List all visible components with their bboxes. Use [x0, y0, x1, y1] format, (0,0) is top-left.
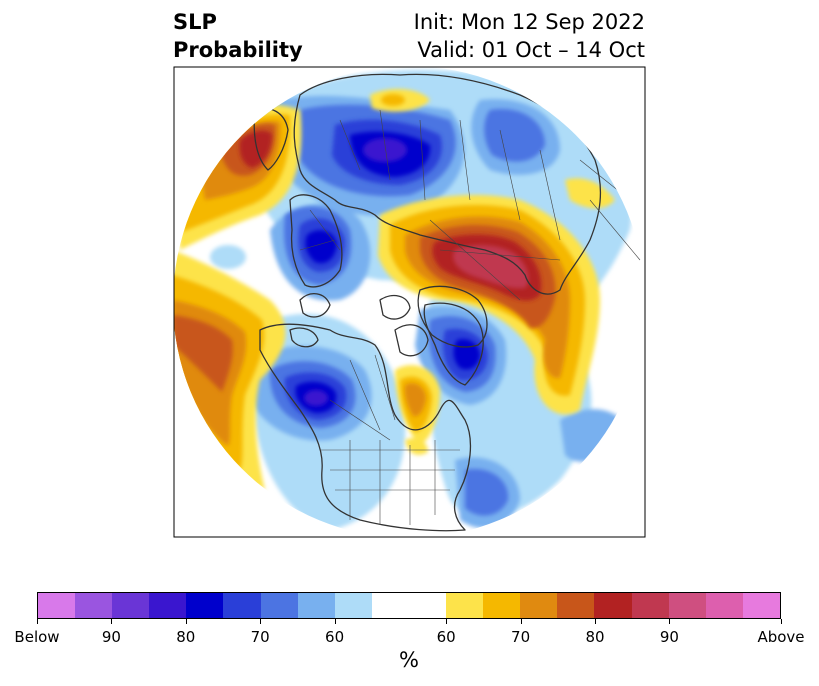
colorbar-tick-label: 70	[250, 628, 270, 646]
colorbar-below-bin	[75, 593, 113, 618]
title-line-2: Probability	[173, 38, 303, 62]
borders	[299, 109, 641, 525]
map-frame	[173, 66, 646, 538]
colorbar-above-bin	[557, 593, 595, 618]
colorbar-tick-mark	[335, 619, 336, 624]
colorbar-above-bin	[668, 593, 706, 618]
colorbar-tick-mark	[111, 619, 112, 624]
colorbar	[37, 592, 781, 619]
colorbar-above-bin	[631, 593, 669, 618]
purple-blue-regions	[304, 138, 407, 406]
colorbar-below-bin	[260, 593, 298, 618]
colorbar-below-bin	[334, 593, 372, 618]
colorbar-below-bin	[38, 593, 76, 618]
map-disc	[174, 67, 645, 537]
colorbar-below-bin	[297, 593, 335, 618]
colorbar-tick-mark	[186, 619, 187, 624]
colorbar-tick-label: 90	[659, 628, 679, 646]
colorbar-tick-label: Below	[14, 628, 60, 646]
colorbar-tick-mark	[781, 619, 782, 624]
title-line-1: SLP	[173, 10, 217, 34]
colorbar-below-bin	[186, 593, 224, 618]
colorbar-tick-label: 80	[176, 628, 196, 646]
colorbar-tick-label: 60	[325, 628, 345, 646]
colorbar-tick-label: 60	[436, 628, 456, 646]
colorbar-tick-mark	[37, 619, 38, 624]
colorbar-tick-mark	[669, 619, 670, 624]
valid-date: Valid: 01 Oct – 14 Oct	[417, 38, 645, 62]
colorbar-below-bin	[149, 593, 187, 618]
colorbar-above-bin	[594, 593, 632, 618]
colorbar-tick-label: 80	[585, 628, 605, 646]
colorbar-tick-mark	[521, 619, 522, 624]
colorbar-above-bin	[483, 593, 521, 618]
colorbar-tick-label: Above	[757, 628, 805, 646]
colorbar-tick-label: 90	[101, 628, 121, 646]
chart-dates: Init: Mon 12 Sep 2022 Valid: 01 Oct – 14…	[414, 8, 645, 64]
colorbar-tick-mark	[595, 619, 596, 624]
init-date: Init: Mon 12 Sep 2022	[413, 10, 645, 34]
colorbar-above-bin	[705, 593, 743, 618]
colorbar-tick-mark	[260, 619, 261, 624]
coastlines	[253, 73, 602, 532]
colorbar-tick-mark	[446, 619, 447, 624]
colorbar-above-bin	[520, 593, 558, 618]
colorbar-above-bin	[742, 593, 780, 618]
colorbar-unit: %	[399, 648, 419, 672]
colorbar-above-bin	[446, 593, 484, 618]
chart-title: SLP Probability	[173, 8, 303, 64]
colorbar-below-bin	[223, 593, 261, 618]
colorbar-neutral-bin	[371, 593, 447, 618]
colorbar-below-bin	[112, 593, 150, 618]
colorbar-tick-label: 70	[511, 628, 531, 646]
